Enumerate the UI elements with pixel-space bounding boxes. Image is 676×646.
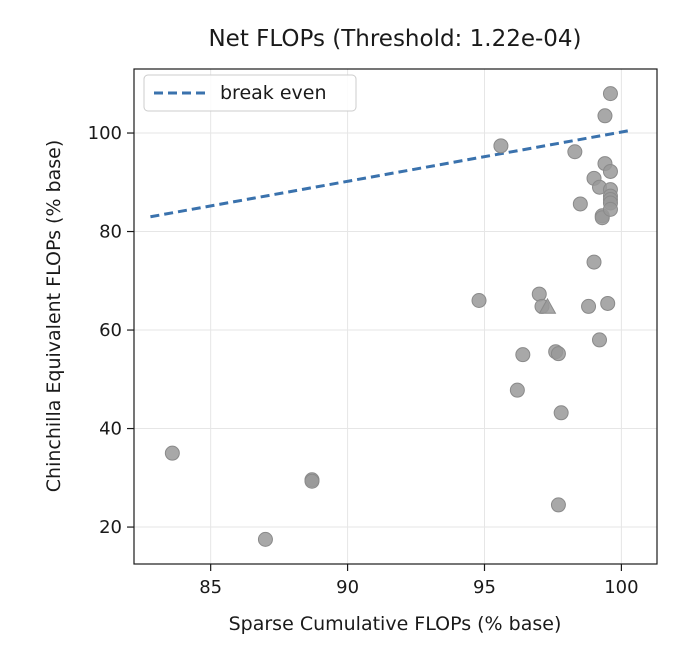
y-tick-label: 40 (99, 419, 122, 440)
scatter-point (257, 531, 273, 547)
scatter-point (471, 292, 487, 308)
scatter-point (591, 332, 607, 348)
scatter-point (509, 382, 525, 398)
grid (134, 69, 657, 564)
x-axis-label: Sparse Cumulative FLOPs (% base) (229, 613, 562, 635)
scatter-point (602, 86, 618, 102)
scatter-point (493, 138, 509, 154)
break-even-series (150, 129, 630, 219)
y-tick-label: 60 (99, 320, 122, 341)
scatter-point (602, 163, 618, 179)
scatter-point (567, 144, 583, 160)
scatter-point (550, 497, 566, 513)
scatter-point (550, 346, 566, 362)
y-tick-label: 100 (88, 123, 122, 144)
chart-title: Net FLOPs (Threshold: 1.22e-04) (208, 26, 581, 52)
scatter-point (602, 201, 618, 217)
x-tick-label: 100 (604, 577, 638, 598)
scatter-point (304, 473, 320, 489)
scatter-point (531, 286, 547, 302)
scatter-point-triangle (538, 297, 557, 314)
y-tick-label: 20 (99, 517, 122, 538)
scatter-point (581, 298, 597, 314)
x-tick-label: 95 (473, 577, 496, 598)
scatter-point (572, 196, 588, 212)
x-tick-label: 90 (336, 577, 359, 598)
scatter-point (553, 405, 569, 421)
legend: break even (143, 74, 357, 112)
y-tick-label: 80 (99, 222, 122, 243)
plot-area (133, 68, 658, 565)
x-axis: 85 90 95 100 (199, 564, 639, 598)
legend-box (143, 74, 357, 112)
y-axis-label: Chinchilla Equivalent FLOPs (% base) (43, 140, 65, 492)
scatter-point (164, 445, 180, 461)
scatter-point (515, 347, 531, 363)
break-even-line (150, 129, 630, 219)
scatter-point (586, 254, 602, 270)
scatter-point (600, 295, 616, 311)
x-tick-label: 85 (199, 577, 222, 598)
legend-label-break-even: break even (220, 82, 327, 104)
y-axis: 20 40 60 80 100 (88, 123, 134, 538)
scatter-points (164, 86, 618, 547)
scatter-point (597, 108, 613, 124)
